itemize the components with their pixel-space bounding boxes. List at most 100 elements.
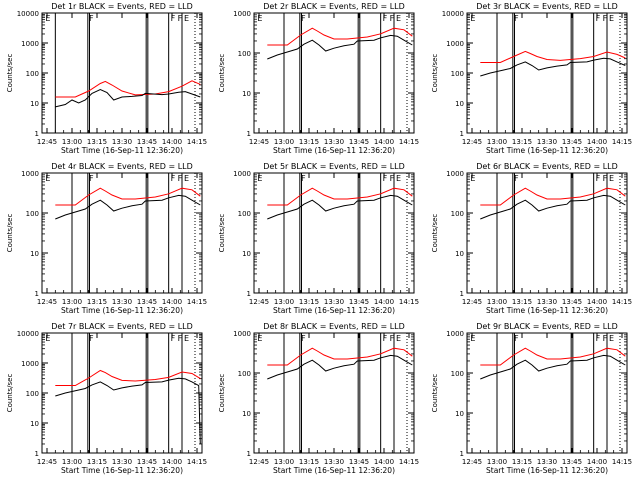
x-tick-label: 14:00 <box>374 138 394 146</box>
y-tick-label: 1000 <box>446 40 464 48</box>
x-tick-label: 13:00 <box>487 138 507 146</box>
x-tick-label: 12:45 <box>249 298 269 306</box>
x-axis-label: Start Time (16-Sep-11 12:36:20) <box>486 146 608 155</box>
x-tick-label: 14:15 <box>612 298 632 306</box>
x-tick-label: 14:00 <box>162 458 182 466</box>
y-axis-label: Counts/sec <box>431 214 439 253</box>
x-tick-label: 14:15 <box>612 138 632 146</box>
y-axis-label: Counts/sec <box>218 374 226 413</box>
flag-label: F <box>603 14 608 23</box>
panel-det-2: Det 2r BLACK = Events, RED = LLD 1 10 100 10… <box>218 2 419 155</box>
y-tick-label: 10 <box>455 100 464 108</box>
flag-label: E <box>609 334 614 343</box>
panel-det-1: Det 1r BLACK = Events, RED = LLD 1 10 100 10… <box>6 2 207 155</box>
flag-label: E <box>257 174 262 183</box>
flag-label: E <box>609 174 614 183</box>
x-tick-label: 14:15 <box>399 298 419 306</box>
y-axis-label: Counts/sec <box>6 374 14 413</box>
x-tick-label: 13:00 <box>487 298 507 306</box>
x-tick-label: 12:45 <box>249 138 269 146</box>
y-tick-label: 1 <box>247 450 251 458</box>
x-tick-label: 13:00 <box>274 458 294 466</box>
flag-label: F <box>178 334 183 343</box>
series-events-line <box>480 194 626 220</box>
x-tick-label: 14:00 <box>587 458 607 466</box>
flag-label: E <box>396 174 401 183</box>
x-tick-label: 12:45 <box>462 458 482 466</box>
flag-label: F <box>383 14 388 23</box>
flag-label: F <box>596 334 601 343</box>
x-axis-label: Start Time (16-Sep-11 12:36:20) <box>273 466 395 475</box>
x-tick-label: 13:30 <box>324 458 344 466</box>
y-tick-label: 10000 <box>442 10 464 18</box>
panel-title: Det 2r BLACK = Events, RED = LLD <box>263 2 405 11</box>
y-tick-label: 1000 <box>21 360 39 368</box>
plot-frame <box>466 172 628 294</box>
x-tick-label: 14:15 <box>399 458 419 466</box>
y-tick-label: 10 <box>30 250 39 258</box>
x-tick-label: 13:00 <box>62 458 82 466</box>
x-tick-label: 13:30 <box>324 298 344 306</box>
flag-label: F <box>383 334 388 343</box>
x-tick-label: 14:15 <box>399 138 419 146</box>
flag-label: E <box>257 14 262 23</box>
x-tick-label: 13:00 <box>62 138 82 146</box>
x-tick-label: 13:30 <box>112 298 132 306</box>
x-tick-label: 13:30 <box>537 298 557 306</box>
y-tick-label: 10 <box>455 250 464 258</box>
y-tick-label: 1 <box>35 450 39 458</box>
y-tick-label: 100 <box>26 390 39 398</box>
series-events-line <box>55 377 201 445</box>
x-tick-label: 13:30 <box>112 138 132 146</box>
x-tick-label: 13:15 <box>299 298 319 306</box>
x-tick-label: 13:00 <box>274 138 294 146</box>
y-axis-label: Counts/sec <box>218 214 226 253</box>
panel-title: Det 6r BLACK = Events, RED = LLD <box>476 162 618 171</box>
flag-label: F <box>390 334 395 343</box>
flag-label: F <box>171 174 176 183</box>
flag-label: F <box>514 14 519 23</box>
series-events-line <box>55 194 201 220</box>
flag-label: F <box>596 174 601 183</box>
y-tick-label: 1000 <box>446 330 464 338</box>
flag-label: F <box>301 334 306 343</box>
panel-det-8: Det 8r BLACK = Events, RED = LLD 1 10 100 10… <box>218 322 419 475</box>
x-tick-label: 12:45 <box>249 458 269 466</box>
x-tick-label: 13:15 <box>87 458 107 466</box>
x-axis-label: Start Time (16-Sep-11 12:36:20) <box>61 146 183 155</box>
y-tick-label: 100 <box>451 210 464 218</box>
x-tick-label: 13:15 <box>512 298 532 306</box>
panel-det-6: Det 6r BLACK = Events, RED = LLD 1 10 100 10… <box>431 162 632 315</box>
y-tick-label: 10 <box>242 90 251 98</box>
y-tick-label: 10 <box>30 420 39 428</box>
y-tick-label: 1 <box>460 130 464 138</box>
y-tick-label: 100 <box>26 210 39 218</box>
y-axis-label: Counts/sec <box>218 54 226 93</box>
y-tick-label: 10000 <box>17 10 39 18</box>
y-axis-label: Counts/sec <box>6 54 14 93</box>
x-tick-label: 12:45 <box>462 298 482 306</box>
panel-det-4: Det 4r BLACK = Events, RED = LLD 1 10 100 10… <box>6 162 207 315</box>
x-axis-label: Start Time (16-Sep-11 12:36:20) <box>61 306 183 315</box>
flag-label: F <box>171 334 176 343</box>
flag-label: F <box>390 174 395 183</box>
flag-label: E <box>45 334 50 343</box>
flag-label: F <box>390 14 395 23</box>
x-tick-label: 14:15 <box>612 458 632 466</box>
series-lld-line <box>480 347 626 366</box>
y-tick-label: 100 <box>238 370 251 378</box>
series-lld-line <box>55 187 201 206</box>
x-tick-label: 13:15 <box>299 458 319 466</box>
y-tick-label: 1000 <box>21 40 39 48</box>
x-tick-label: 13:30 <box>537 458 557 466</box>
series-lld-line <box>267 187 413 206</box>
x-tick-label: 14:00 <box>162 138 182 146</box>
x-axis-label: Start Time (16-Sep-11 12:36:20) <box>273 306 395 315</box>
panel-title: Det 1r BLACK = Events, RED = LLD <box>51 2 193 11</box>
flag-label: E <box>184 14 189 23</box>
flag-label: E <box>184 174 189 183</box>
flag-label: E <box>184 334 189 343</box>
x-tick-label: 13:00 <box>62 298 82 306</box>
x-tick-label: 14:00 <box>162 298 182 306</box>
